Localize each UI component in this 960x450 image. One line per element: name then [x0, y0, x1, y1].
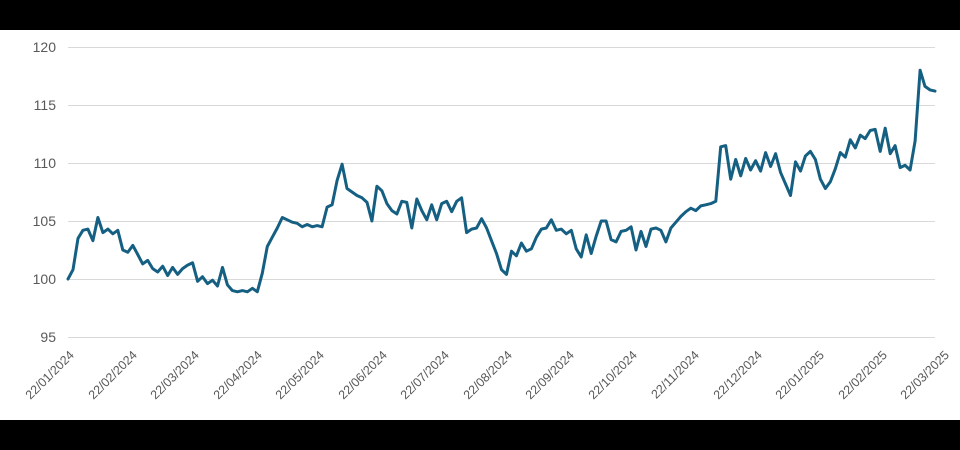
y-tick-label: 115: [33, 97, 56, 113]
y-tick-label: 95: [40, 329, 56, 345]
y-tick-label: 100: [32, 271, 56, 287]
y-tick-label: 120: [32, 39, 56, 55]
series-polyline: [66, 68, 937, 294]
bottom-letterbox-bar: [0, 420, 960, 450]
y-tick-label: 105: [32, 213, 56, 229]
gridline: [68, 162, 935, 164]
gridline: [68, 220, 935, 222]
gridline: [68, 104, 935, 106]
top-letterbox-bar: [0, 0, 960, 30]
y-tick-label: 110: [33, 155, 56, 171]
gridline: [68, 46, 935, 48]
gridline: [68, 336, 935, 338]
gridline: [68, 278, 935, 280]
